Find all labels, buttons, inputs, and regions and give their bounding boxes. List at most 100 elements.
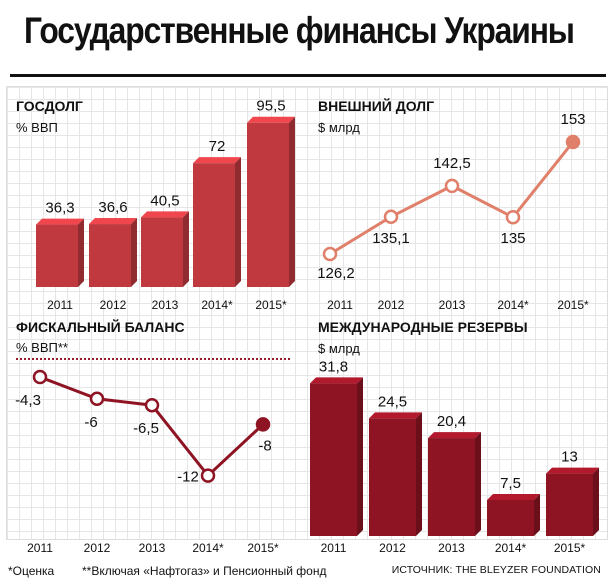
- gosdolg-tick-label-1: 2012: [100, 298, 127, 312]
- gosdolg-bar-1-side: [131, 218, 137, 287]
- reserves-bar-1-front: [369, 418, 416, 536]
- reserves-bar-1-top: [369, 412, 422, 419]
- reserves-tick-label-4: 2015*: [554, 541, 586, 555]
- reserves-bar-2-side: [475, 432, 481, 536]
- fiscal-balance-tick-label-1: 2012: [84, 541, 111, 555]
- external-debt-tick-label-0: 2011: [327, 298, 353, 312]
- external-debt-point-4: [565, 134, 581, 150]
- fiscal-balance-tick-label-4: 2015*: [247, 541, 279, 555]
- gosdolg-title: ГОСДОЛГ: [16, 98, 83, 114]
- external-debt-value-label-1: 135,1: [372, 230, 410, 247]
- gosdolg-bar-0-top: [36, 218, 84, 225]
- fiscal-balance-tick-label-3: 2014*: [192, 541, 224, 555]
- reserves-bar-3: [487, 494, 540, 536]
- title-underline: [10, 74, 606, 77]
- gosdolg-bar-3-top: [193, 157, 241, 164]
- external-debt-marks: 126,2 2011 135,1 2012 142,5 2013 135 2014* 153 20…: [317, 111, 589, 312]
- external-debt-point-0: [322, 246, 338, 262]
- reserves-title: МЕЖДУНАРОДНЫЕ РЕЗЕРВЫ: [318, 319, 528, 335]
- footer: *Оценка **Включая «Нафтогаз» и Пенсионны…: [0, 560, 613, 587]
- gosdolg-tick-label-0: 2011: [47, 298, 73, 312]
- external-debt-point-1: [383, 209, 399, 225]
- gosdolg-bar-0-side: [78, 218, 84, 287]
- external-debt-tick-label-4: 2015*: [557, 298, 589, 312]
- fiscal-balance-point-4: [255, 417, 271, 432]
- source-note: ИСТОЧНИК: THE BLEYZER FOUNDATION: [391, 564, 601, 576]
- gosdolg-bar-3: [193, 157, 241, 287]
- grid-background: [6, 86, 608, 540]
- reserves-tick-label-1: 2012: [379, 541, 406, 555]
- reserves-tick-label-0: 2011: [321, 541, 347, 555]
- fiscal-balance-point-1: [89, 391, 105, 407]
- gosdolg-panel: ГОСДОЛГ % ВВП 36,3 2011 36,6 2012 40,5 2013 72…: [16, 98, 295, 312]
- gosdolg-tick-label-2: 2013: [152, 298, 179, 312]
- reserves-bar-0: [310, 377, 363, 536]
- fiscal-balance-value-label-0: -4,3: [15, 392, 41, 409]
- external-debt-title: ВНЕШНИЙ ДОЛГ: [318, 97, 434, 114]
- gosdolg-bar-1: [89, 218, 137, 287]
- gosdolg-value-label-0: 36,3: [45, 200, 74, 217]
- title-bar: Государственные финансы Украины: [0, 0, 613, 86]
- reserves-bar-3-side: [534, 494, 540, 536]
- fiscal-balance-tick-label-2: 2013: [139, 541, 166, 555]
- gosdolg-bar-2-top: [141, 211, 189, 218]
- gosdolg-value-label-3: 72: [209, 138, 226, 155]
- gosdolg-bar-4-front: [247, 122, 289, 288]
- gosdolg-bar-4-side: [289, 116, 295, 288]
- gosdolg-bar-2-side: [183, 211, 189, 287]
- gosdolg-bar-4: [247, 116, 295, 288]
- external-debt-value-label-3: 135: [500, 230, 525, 247]
- reserves-bar-4-front: [546, 473, 593, 536]
- fiscal-balance-point-0: [32, 369, 48, 385]
- reserves-bar-0-side: [357, 377, 363, 536]
- reserves-value-label-1: 24,5: [378, 393, 407, 410]
- gosdolg-value-label-2: 40,5: [150, 192, 179, 209]
- reserves-bar-1: [369, 412, 422, 536]
- fiscal-balance-title: ФИСКАЛЬНЫЙ БАЛАНС: [16, 318, 185, 335]
- reserves-bar-2-front: [428, 438, 475, 536]
- reserves-bar-0-top: [310, 377, 363, 384]
- fiscal-balance-point-3: [200, 468, 216, 483]
- gosdolg-bar-0-front: [36, 224, 78, 287]
- gosdolg-bar-1-top: [89, 218, 137, 225]
- gosdolg-value-label-4: 95,5: [256, 98, 285, 115]
- reserves-tick-label-2: 2013: [438, 541, 465, 555]
- gosdolg-value-label-1: 36,6: [98, 199, 127, 216]
- reserves-panel: МЕЖДУНАРОДНЫЕ РЕЗЕРВЫ $ млрд 31,8 2011 24,…: [310, 319, 599, 555]
- gosdolg-unit: % ВВП: [16, 120, 58, 135]
- external-debt-value-label-0: 126,2: [317, 265, 355, 282]
- reserves-unit: $ млрд: [318, 341, 360, 356]
- reserves-bar-3-front: [487, 500, 534, 536]
- gosdolg-tick-label-3: 2014*: [201, 298, 233, 312]
- footnote-estimate: *Оценка: [8, 564, 55, 578]
- gosdolg-marks: 36,3 2011 36,6 2012 40,5 2013 72 2014* 95,5 2015*: [36, 98, 295, 312]
- reserves-bar-2-top: [428, 432, 481, 439]
- reserves-bar-3-top: [487, 494, 540, 500]
- reserves-bar-4: [546, 467, 599, 536]
- reserves-value-label-0: 31,8: [319, 358, 348, 375]
- reserves-bar-2: [428, 432, 481, 536]
- external-debt-unit: $ млрд: [318, 120, 360, 135]
- external-debt-value-label-4: 153: [560, 111, 585, 128]
- external-debt-tick-label-1: 2012: [378, 298, 405, 312]
- fiscal-balance-marks: -4,3 2011 -6 2012 -6,5 2013 -12 2014* -8 2015*: [15, 369, 279, 555]
- fiscal-balance-unit: % ВВП**: [16, 340, 68, 355]
- reserves-value-label-2: 20,4: [437, 413, 466, 430]
- reserves-bar-4-top: [546, 467, 599, 474]
- gosdolg-tick-label-4: 2015*: [255, 298, 287, 312]
- fiscal-balance-panel: ФИСКАЛЬНЫЙ БАЛАНС % ВВП** -4,3 2011 -6 2012…: [15, 318, 290, 555]
- gosdolg-bar-3-side: [235, 157, 241, 287]
- external-debt-panel: ВНЕШНИЙ ДОЛГ $ млрд 126,2 2011 135,1 2012 14…: [317, 97, 589, 312]
- external-debt-tick-label-3: 2014*: [497, 298, 529, 312]
- gosdolg-bar-2: [141, 211, 189, 287]
- reserves-bar-0-front: [310, 383, 357, 536]
- fiscal-balance-value-label-2: -6,5: [133, 420, 159, 437]
- footnote-including: **Включая «Нафтогаз» и Пенсионный фонд: [82, 564, 327, 578]
- reserves-value-label-3: 7,5: [500, 475, 521, 492]
- external-debt-tick-label-2: 2013: [439, 298, 466, 312]
- fiscal-balance-tick-label-0: 2011: [27, 541, 53, 555]
- gosdolg-bar-4-top: [247, 116, 295, 123]
- gosdolg-bar-3-front: [193, 163, 235, 287]
- fiscal-balance-value-label-3: -12: [177, 469, 199, 486]
